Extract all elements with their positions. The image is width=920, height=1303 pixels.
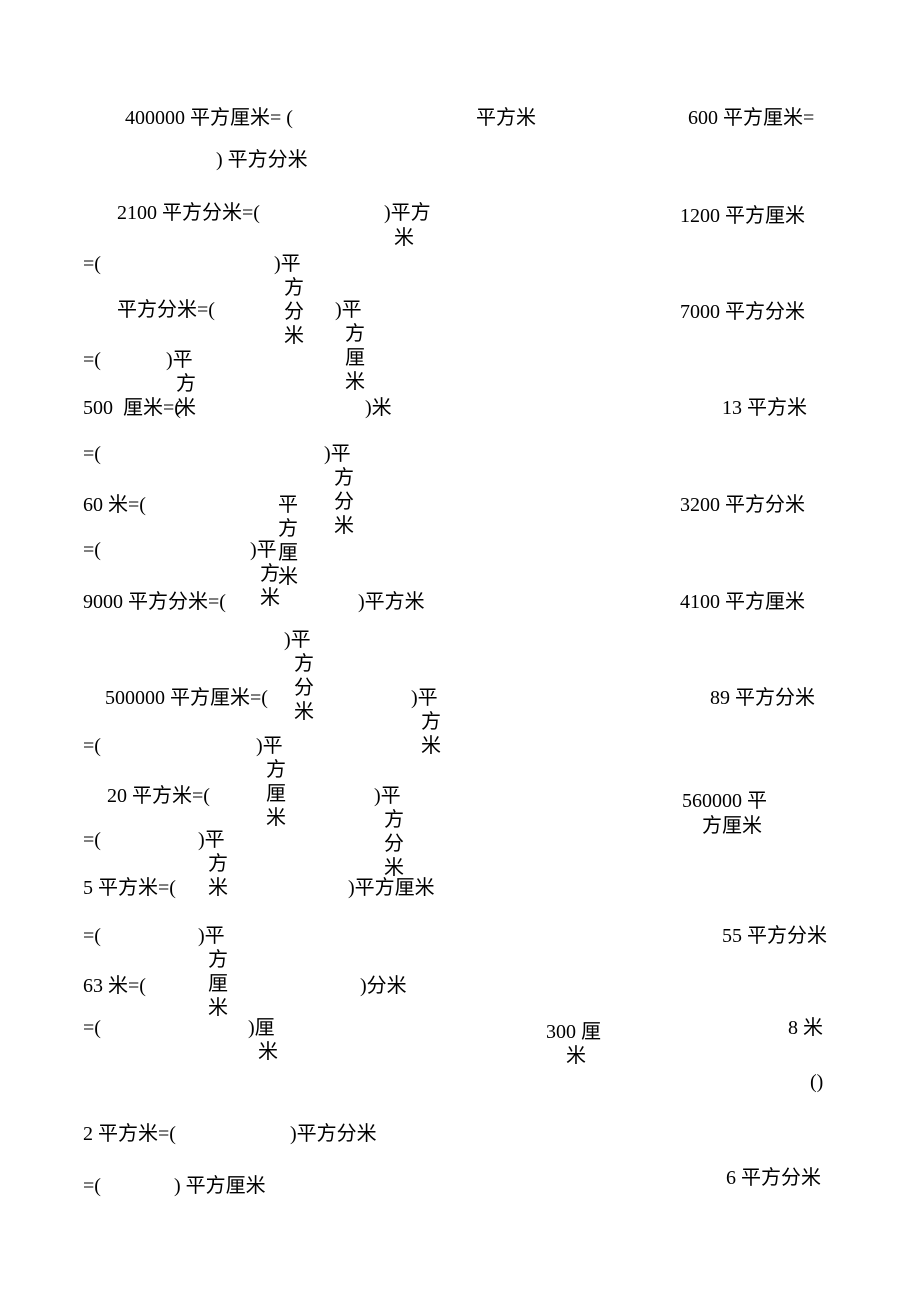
text-item-13: 平方分米=( — [117, 300, 215, 320]
text-item-43: 4100 平方厘米 — [680, 592, 805, 612]
text-item-19: =( — [83, 350, 101, 370]
text-item-34: 厘 — [278, 543, 298, 563]
text-item-42: )平方米 — [358, 592, 425, 612]
text-item-39: 方 — [260, 564, 280, 584]
text-item-81: 米 — [258, 1042, 278, 1062]
text-item-35: 米 — [278, 567, 298, 587]
text-item-51: 米 — [421, 736, 441, 756]
text-item-5: )平方 — [384, 203, 431, 223]
text-item-79: =( — [83, 1018, 101, 1038]
text-item-24: )米 — [365, 398, 392, 418]
text-item-11: 分 — [284, 302, 304, 322]
text-item-58: 20 平方米=( — [107, 786, 210, 806]
text-item-3: ) 平方分米 — [216, 150, 308, 170]
text-item-33: 方 — [278, 519, 298, 539]
text-item-25: 13 平方米 — [722, 398, 807, 418]
text-item-10: 方 — [284, 278, 304, 298]
text-item-61: 分 — [384, 834, 404, 854]
text-item-72: =( — [83, 926, 101, 946]
text-item-12: 米 — [284, 326, 304, 346]
text-item-29: 分 — [334, 492, 354, 512]
text-item-16: 厘 — [345, 348, 365, 368]
text-item-17: 米 — [345, 372, 365, 392]
text-item-46: 分 — [294, 678, 314, 698]
text-item-2: 600 平方厘米= — [688, 108, 814, 128]
text-item-55: 方 — [266, 760, 286, 780]
text-item-41: 9000 平方分米=( — [83, 592, 226, 612]
text-item-57: 米 — [266, 808, 286, 828]
text-item-88: =( — [83, 1176, 101, 1196]
text-item-53: =( — [83, 736, 101, 756]
text-item-27: )平 — [324, 444, 351, 464]
text-item-77: 63 米=( — [83, 976, 146, 996]
text-item-71: 55 平方分米 — [722, 926, 827, 946]
text-item-14: )平 — [335, 300, 362, 320]
text-item-89: ) 平方厘米 — [174, 1176, 266, 1196]
text-item-47: 米 — [294, 702, 314, 722]
text-item-48: 500000 平方厘米=( — [105, 688, 268, 708]
text-item-52: 89 平方分米 — [710, 688, 815, 708]
text-item-8: =( — [83, 254, 101, 274]
text-item-66: )平 — [198, 830, 225, 850]
text-item-59: )平 — [374, 786, 401, 806]
text-item-31: 60 米=( — [83, 495, 146, 515]
text-item-28: 方 — [334, 468, 354, 488]
text-item-87: )平方分米 — [290, 1124, 377, 1144]
text-item-45: 方 — [294, 654, 314, 674]
text-item-7: 1200 平方厘米 — [680, 206, 805, 226]
text-item-90: 6 平方分米 — [726, 1168, 821, 1188]
text-item-65: =( — [83, 830, 101, 850]
text-item-64: 方厘米 — [702, 816, 762, 836]
text-item-36: 3200 平方分米 — [680, 495, 805, 515]
text-item-68: 米 — [208, 878, 228, 898]
text-item-32: 平 — [278, 495, 298, 515]
text-item-26: =( — [83, 444, 101, 464]
text-item-9: )平 — [274, 254, 301, 274]
text-item-1: 平方米 — [476, 108, 536, 128]
text-item-50: 方 — [421, 712, 441, 732]
text-item-40: 米 — [260, 588, 280, 608]
text-item-76: 米 — [208, 998, 228, 1018]
text-item-18: 7000 平方分米 — [680, 302, 805, 322]
text-item-75: 厘 — [208, 974, 228, 994]
text-item-74: 方 — [208, 950, 228, 970]
text-item-30: 米 — [334, 516, 354, 536]
text-item-56: 厘 — [266, 784, 286, 804]
text-item-86: 2 平方米=( — [83, 1124, 176, 1144]
text-item-60: 方 — [384, 810, 404, 830]
text-item-67: 方 — [208, 854, 228, 874]
text-item-69: 5 平方米=( — [83, 878, 176, 898]
text-item-70: )平方厘米 — [348, 878, 435, 898]
text-item-15: 方 — [345, 324, 365, 344]
text-item-85: () — [810, 1072, 823, 1092]
text-item-37: =( — [83, 540, 101, 560]
text-item-82: 300 厘 — [546, 1022, 601, 1042]
text-item-84: 8 米 — [788, 1018, 823, 1038]
text-item-54: )平 — [256, 736, 283, 756]
text-item-4: 2100 平方分米=( — [117, 203, 260, 223]
text-item-83: 米 — [566, 1046, 586, 1066]
text-item-44: )平 — [284, 630, 311, 650]
text-item-20: )平 — [166, 350, 193, 370]
text-item-6: 米 — [394, 228, 414, 248]
text-item-80: )厘 — [248, 1018, 275, 1038]
text-item-63: 560000 平 — [682, 791, 767, 811]
text-item-73: )平 — [198, 926, 225, 946]
text-item-38: )平 — [250, 540, 277, 560]
text-item-49: )平 — [411, 688, 438, 708]
text-item-21: 方 — [176, 374, 196, 394]
text-item-0: 400000 平方厘米= ( — [125, 108, 293, 128]
text-item-78: )分米 — [360, 976, 407, 996]
text-item-23: 500 厘米=( — [83, 398, 181, 418]
text-item-62: 米 — [384, 858, 404, 878]
